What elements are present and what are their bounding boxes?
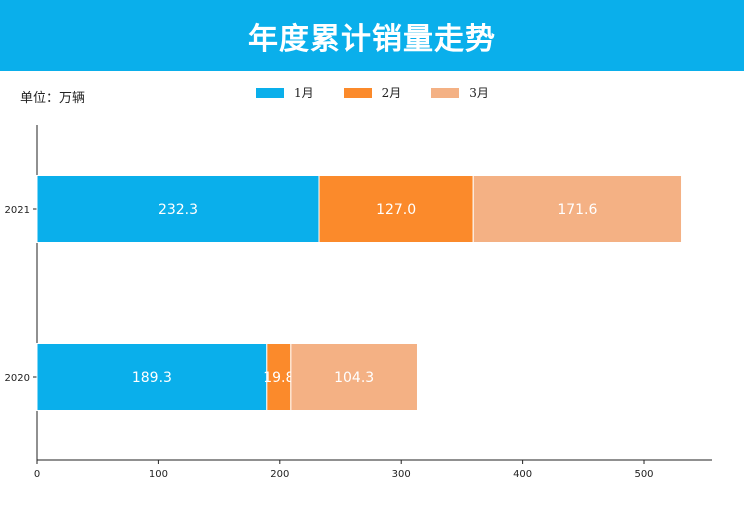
y-tick-label: 2020 (5, 373, 30, 384)
legend-label-feb: 2月 (381, 86, 402, 100)
x-tick-label: 0 (34, 469, 40, 480)
legend-swatch-feb (343, 87, 372, 98)
legend-item-mar: 3月 (431, 84, 489, 101)
bar-value-label: 189.3 (132, 370, 172, 386)
bar-value-label: 232.3 (158, 202, 198, 218)
bar-segment (266, 343, 292, 411)
bar-segment (36, 175, 320, 243)
chart-title: 年度累计销量走势 (248, 21, 496, 57)
bar-value-label: 19.8 (263, 370, 294, 386)
legend: 1月 2月 3月 (256, 84, 519, 101)
x-tick-label: 400 (513, 469, 532, 480)
legend-swatch-mar (431, 87, 460, 98)
x-tick-label: 500 (634, 469, 653, 480)
bar-value-label: 171.6 (557, 202, 597, 218)
y-tick-label: 2021 (5, 205, 30, 216)
legend-label-mar: 3月 (469, 86, 489, 100)
x-tick-label: 100 (149, 469, 168, 480)
x-tick-label: 200 (270, 469, 289, 480)
bar-value-label: 104.3 (334, 370, 374, 386)
unit-label: 单位：万辆 (20, 91, 86, 106)
legend-item-jan: 1月 (256, 84, 314, 101)
legend-item-feb: 2月 (343, 84, 402, 101)
legend-label-jan: 1月 (294, 86, 314, 100)
bar-segment (472, 175, 683, 243)
bar-segment (290, 343, 418, 411)
bar-segment (36, 343, 268, 411)
bar-value-label: 127.0 (376, 202, 416, 218)
title-banner: 年度累计销量走势 (0, 0, 744, 71)
x-tick-label: 300 (392, 469, 411, 480)
legend-swatch-jan (256, 87, 284, 98)
